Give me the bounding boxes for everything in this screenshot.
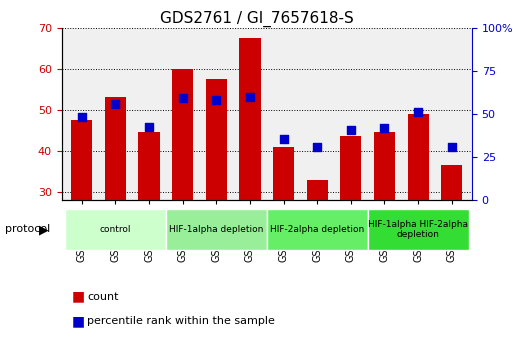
Point	[111, 101, 120, 107]
Point	[381, 125, 389, 130]
Bar	[139, 132, 160, 200]
Point	[280, 136, 288, 142]
Point	[77, 115, 86, 120]
Text: percentile rank within the sample: percentile rank within the sample	[87, 316, 275, 326]
Text: protocol: protocol	[5, 225, 50, 234]
Text: HIF-1alpha HIF-2alpha
depletion: HIF-1alpha HIF-2alpha depletion	[368, 220, 468, 239]
Point	[347, 128, 355, 133]
Text: ■: ■	[72, 314, 85, 328]
Point	[145, 124, 153, 130]
FancyBboxPatch shape	[65, 209, 166, 250]
Text: control: control	[100, 225, 131, 234]
Text: count: count	[87, 292, 119, 302]
Point	[448, 145, 456, 150]
Point	[246, 94, 254, 99]
FancyBboxPatch shape	[368, 209, 468, 250]
Text: ■: ■	[72, 290, 85, 304]
Bar	[273, 147, 294, 200]
Point	[414, 109, 422, 115]
Bar	[407, 114, 429, 200]
Bar	[105, 97, 126, 200]
Bar	[307, 179, 328, 200]
Point	[179, 96, 187, 101]
Bar	[441, 165, 462, 200]
Text: GDS2761 / GI_7657618-S: GDS2761 / GI_7657618-S	[160, 10, 353, 27]
Text: HIF-2alpha depletion: HIF-2alpha depletion	[270, 225, 364, 234]
Bar	[374, 132, 395, 200]
Bar	[172, 69, 193, 200]
Bar	[206, 79, 227, 200]
Point	[212, 97, 221, 103]
Bar	[240, 38, 261, 200]
FancyBboxPatch shape	[166, 209, 267, 250]
Text: ▶: ▶	[39, 223, 48, 236]
Point	[313, 145, 321, 150]
Text: HIF-1alpha depletion: HIF-1alpha depletion	[169, 225, 264, 234]
FancyBboxPatch shape	[267, 209, 368, 250]
Bar	[71, 120, 92, 200]
Bar	[340, 136, 362, 200]
